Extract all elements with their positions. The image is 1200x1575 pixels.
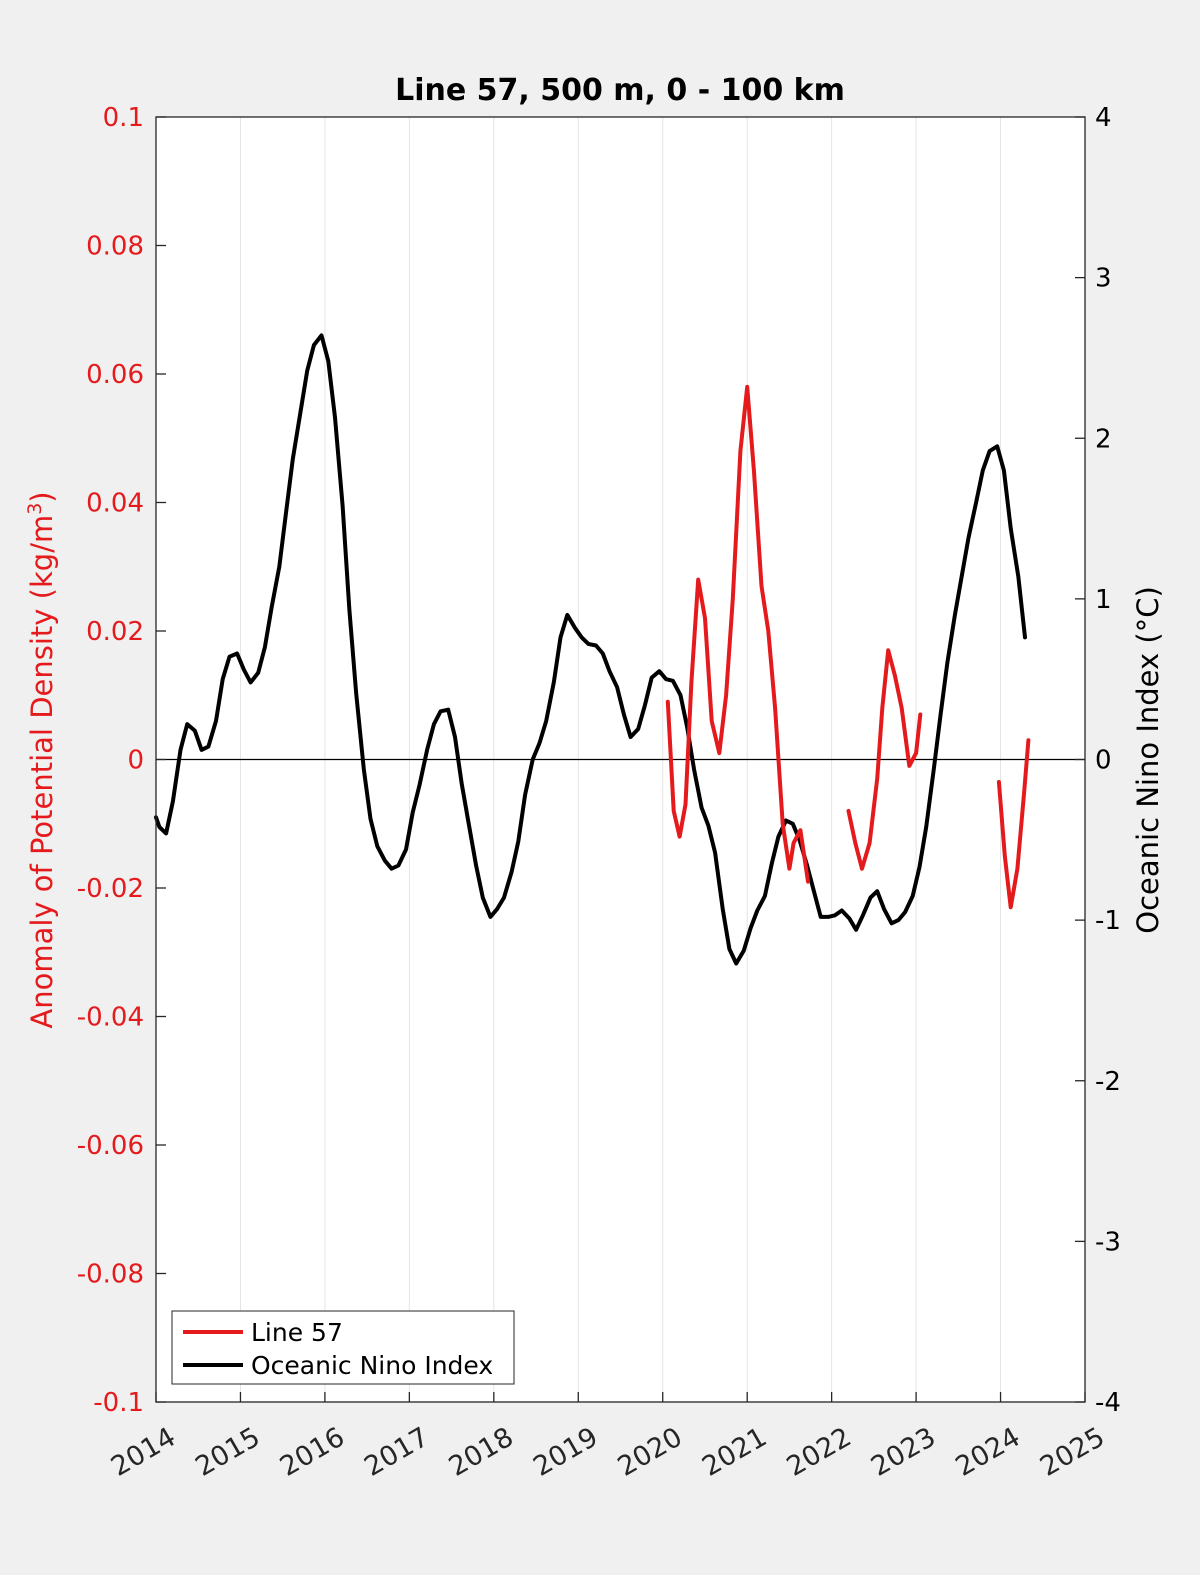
series-line-line-57-segment-2 [846, 648, 923, 871]
x-tick-label: 2015 [190, 1422, 265, 1483]
x-tick-label: 2024 [950, 1422, 1025, 1483]
left-axis-label: Anomaly of Potential Density (kg/m3) [24, 491, 59, 1028]
legend-label-oni: Oceanic Nino Index [251, 1351, 493, 1380]
left-axis-label-suffix: ) [25, 491, 59, 502]
right-tick-label: 2 [1095, 424, 1112, 454]
right-axis-label: Oceanic Nino Index (°C) [1131, 586, 1165, 934]
x-tick-label: 2022 [782, 1422, 857, 1483]
left-tick-label: 0.08 [86, 232, 144, 262]
x-axis: 2014 2015 2016 2017 2018 2019 2020 2021 2022 2023… [106, 1392, 1110, 1483]
left-tick-label: 0.04 [86, 489, 144, 519]
x-tick-label: 2014 [106, 1422, 181, 1483]
x-tick-label: 2023 [866, 1422, 941, 1483]
left-tick-label: 0.1 [103, 103, 144, 133]
x-tick-label: 2025 [1035, 1422, 1110, 1483]
x-tick-label: 2020 [613, 1422, 688, 1483]
series-line-oceanic-nino-index [154, 333, 1027, 966]
right-tick-label: 3 [1095, 264, 1112, 294]
right-tick-label: -4 [1095, 1388, 1121, 1418]
right-tick-label: -2 [1095, 1067, 1121, 1097]
x-tick-label: 2017 [359, 1422, 434, 1483]
left-axis-label-main: Anomaly of Potential Density (kg/m [25, 515, 59, 1029]
series-layer [154, 333, 1031, 966]
right-tick-label: -1 [1095, 906, 1121, 936]
right-tick-label: 0 [1095, 746, 1112, 776]
chart-title: Line 57, 500 m, 0 - 100 km [395, 73, 845, 108]
x-tick-label: 2019 [528, 1422, 603, 1483]
left-tick-label: 0 [127, 746, 144, 776]
left-tick-label: -0.1 [93, 1388, 144, 1418]
right-tick-label: -3 [1095, 1227, 1121, 1257]
x-tick-label: 2018 [444, 1422, 519, 1483]
legend: Line 57 Oceanic Nino Index [171, 1310, 515, 1385]
legend-box [171, 1310, 515, 1385]
left-tick-label: -0.02 [77, 874, 144, 904]
left-tick-label: 0.06 [86, 360, 144, 390]
right-tick-label: 4 [1095, 103, 1112, 133]
left-axis: 0.1 0.08 0.06 0.04 0.02 0 -0.02 -0.04 -0.06 -0.08… [77, 103, 166, 1418]
series-line-line-57-segment-1 [665, 384, 810, 884]
left-tick-label: -0.08 [77, 1260, 144, 1290]
x-tick-label: 2016 [275, 1422, 350, 1483]
series-line-line-57-segment-3 [996, 738, 1031, 910]
legend-label-line-57: Line 57 [251, 1318, 343, 1347]
left-tick-label: 0.02 [86, 617, 144, 647]
left-tick-label: -0.04 [77, 1003, 144, 1033]
right-tick-label: 1 [1095, 585, 1112, 615]
left-tick-label: -0.06 [77, 1131, 144, 1161]
x-tick-label: 2021 [697, 1422, 772, 1483]
left-axis-label-superscript: 3 [24, 503, 46, 515]
right-axis: 4 3 2 1 0 -1 -2 -3 -4 [1075, 103, 1121, 1418]
